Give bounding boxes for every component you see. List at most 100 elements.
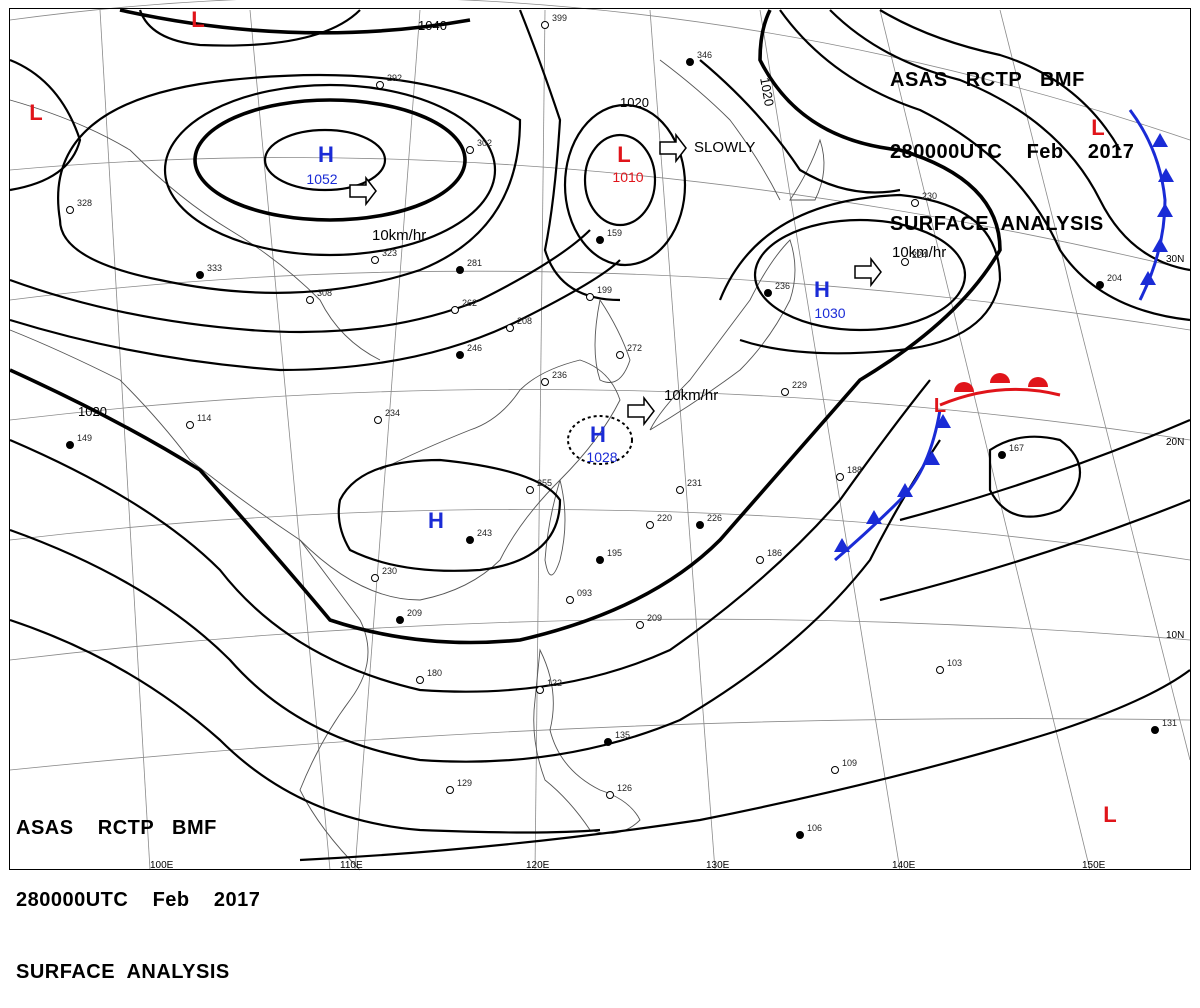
station-marker (756, 556, 764, 564)
isobar (337, 458, 562, 572)
cold-front-triangle (1152, 238, 1168, 252)
lon-label: 150E (1082, 860, 1106, 871)
station-pressure: 230 (382, 566, 397, 576)
station-marker (998, 451, 1006, 459)
station-marker (796, 831, 804, 839)
station-marker (416, 676, 424, 684)
isobar (9, 259, 621, 372)
cold-front-triangle (1158, 168, 1174, 182)
cold-front-south (834, 409, 942, 562)
station-marker (541, 378, 549, 386)
station-pressure: 292 (387, 73, 402, 83)
station-marker (836, 473, 844, 481)
station-pressure: 255 (537, 478, 552, 488)
station-pressure: 109 (842, 758, 857, 768)
station-pressure: 209 (647, 613, 662, 623)
isobar (583, 133, 657, 227)
cold-front-triangle (1157, 203, 1173, 217)
cold-front-triangle (897, 483, 913, 497)
station-marker (374, 416, 382, 424)
cold-front-triangle (1152, 133, 1168, 147)
cold-front-triangle (866, 510, 882, 524)
station-pressure: 126 (617, 783, 632, 793)
station-pressure: 234 (385, 408, 400, 418)
station-pressure: 230 (922, 191, 937, 201)
motion-arrows (349, 132, 882, 427)
station-pressure: 262 (462, 298, 477, 308)
header-line: SURFACE ANALYSIS (16, 961, 230, 983)
station-pressure: 231 (687, 478, 702, 488)
station-marker (1096, 281, 1104, 289)
isobar-dashed (567, 415, 633, 465)
station-marker (376, 81, 384, 89)
cold-front-triangle (1140, 271, 1156, 285)
station-pressure: 129 (457, 778, 472, 788)
header-line: ASAS RCTP BMF (890, 69, 1085, 91)
isobar (138, 9, 361, 47)
station-marker (371, 256, 379, 264)
center-letter: H (428, 508, 444, 533)
isobar-labels: 1040 1020 1020 1020 (78, 18, 777, 419)
station-marker (596, 236, 604, 244)
isobar (9, 58, 82, 192)
lat-label: 30N (1166, 254, 1184, 265)
lon-label: 100E (150, 860, 174, 871)
station-marker (466, 536, 474, 544)
station-marker (456, 351, 464, 359)
cold-front-triangle (834, 538, 850, 552)
station-pressure: 333 (207, 263, 222, 273)
motion-label: 10km/hr (892, 244, 946, 261)
station-pressure: 093 (577, 588, 592, 598)
center-letter: L (1091, 115, 1104, 140)
station-marker (306, 296, 314, 304)
station-marker (616, 351, 624, 359)
isobar (193, 98, 467, 222)
station-marker (506, 324, 514, 332)
station-pressure: 149 (77, 433, 92, 443)
station-marker (536, 686, 544, 694)
coastlines (9, 59, 825, 871)
station-marker (371, 574, 379, 582)
station-pressure: 167 (1009, 443, 1024, 453)
station-marker (566, 596, 574, 604)
station-marker (696, 521, 704, 529)
station-pressure: 114 (197, 413, 211, 423)
station-marker (764, 289, 772, 297)
station-pressure: 236 (775, 281, 790, 291)
station-marker (686, 58, 694, 66)
isobar (299, 669, 1191, 862)
station-pressure: 302 (477, 138, 492, 148)
header-top-right: ASAS RCTP BMF 280000UTC Feb 2017 SURFACE… (890, 20, 1134, 260)
station-marker (196, 271, 204, 279)
isobar (57, 73, 522, 294)
station-pressure: 220 (657, 513, 672, 523)
station-pressure: 180 (427, 668, 442, 678)
station-pressure: 208 (517, 316, 532, 326)
motion-labels: 10km/hr SLOWLY 10km/hr 10km/hr (372, 139, 946, 404)
station-pressure: 272 (627, 343, 642, 353)
station-marker (604, 738, 612, 746)
warm-front-semicircle (954, 382, 974, 392)
warm-front (939, 387, 1061, 407)
station-pressure: 122 (547, 678, 562, 688)
station-marker (911, 199, 919, 207)
pressure-centers: H 1052 L 1010 H 1030 H 1028 H L L L L L (29, 7, 1116, 827)
isobar (879, 498, 1191, 602)
isobar-label: 1020 (78, 404, 107, 419)
lon-label: 140E (892, 860, 916, 871)
station-marker (66, 206, 74, 214)
fronts (834, 109, 1167, 562)
station-pressure: 135 (615, 730, 630, 740)
warm-front-semicircle (1028, 377, 1048, 387)
station-marker (526, 486, 534, 494)
isobar (563, 103, 687, 267)
station-marker (781, 388, 789, 396)
center-letter: H (814, 277, 830, 302)
isobar (9, 439, 941, 763)
center-letter: L (1103, 802, 1116, 827)
station-pressure: 131 (1162, 718, 1177, 728)
center-letter: L (617, 142, 630, 167)
motion-arrow-icon (854, 256, 882, 288)
station-marker (586, 293, 594, 301)
station-pressure: 328 (77, 198, 92, 208)
